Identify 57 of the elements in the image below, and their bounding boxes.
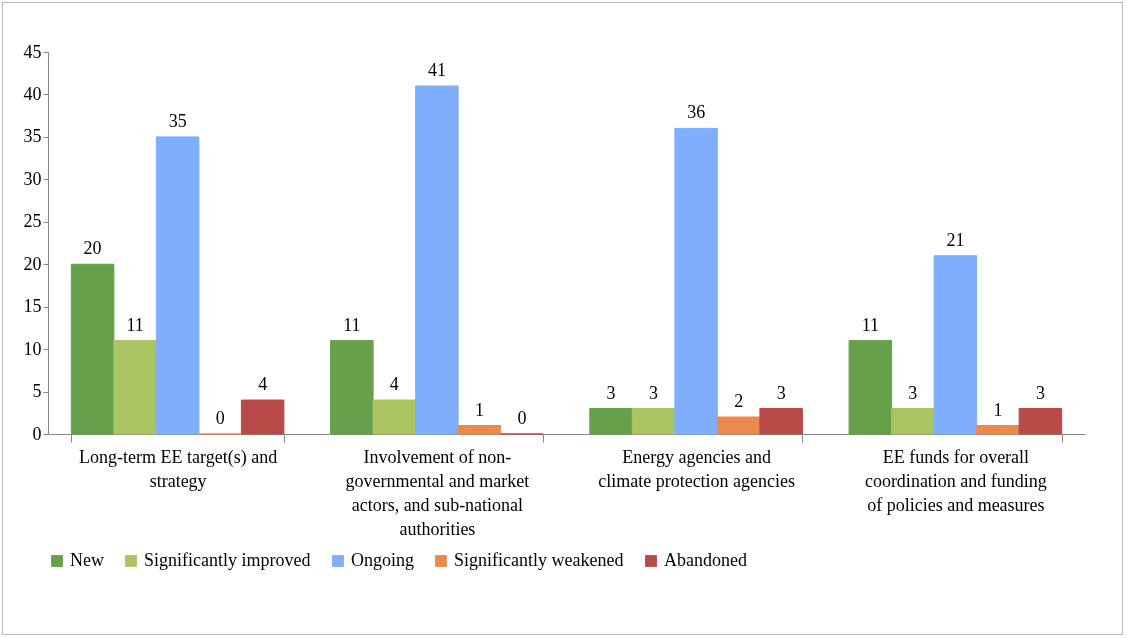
x-tick-label: Involvement of non-governmental and market actors, and sub-national authorities: [345, 446, 530, 539]
y-tick-label: 35: [23, 126, 42, 147]
legend-label: Significantly improved: [144, 550, 311, 570]
data-label: 3: [776, 382, 786, 403]
data-label: 3: [606, 382, 616, 403]
data-label: 3: [1035, 382, 1045, 403]
data-label: 11: [126, 314, 144, 335]
y-tick-label: 15: [23, 296, 42, 317]
data-label: 1: [993, 399, 1003, 420]
data-label: 0: [517, 408, 527, 428]
y-tick-label: 45: [23, 41, 42, 62]
bar: [113, 340, 157, 435]
bar: [1018, 408, 1063, 435]
data-label: 41: [427, 59, 446, 80]
data-label: 0: [215, 408, 225, 428]
legend-label: Abandoned: [664, 550, 747, 570]
y-tick-label: 10: [23, 338, 42, 359]
y-tick-label: 0: [32, 423, 42, 444]
data-label: 35: [168, 110, 187, 131]
bar: [372, 399, 417, 435]
legend-label: Ongoing: [351, 550, 414, 570]
bar: [589, 408, 633, 435]
data-label: 3: [649, 382, 659, 403]
bar: [674, 127, 718, 435]
bar: [716, 416, 761, 435]
bar: [848, 340, 893, 435]
y-tick-label: 20: [23, 253, 42, 274]
x-tick-label: Long-term EE target(s) and strategy: [79, 446, 278, 491]
data-label: 21: [946, 229, 965, 250]
data-label: 36: [687, 102, 706, 123]
y-tick-label: 30: [23, 168, 42, 189]
bar: [330, 340, 374, 435]
x-tick-label: Energy agencies and climate protection agencies: [598, 446, 796, 491]
data-label: 2: [734, 391, 744, 412]
x-tick-label: EE funds for overall coordination and funding of policies and measures: [864, 446, 1047, 515]
bar: [759, 408, 803, 435]
bar: [891, 408, 935, 435]
y-tick-label: 25: [23, 211, 42, 232]
bar: [415, 85, 459, 435]
legend-label: Significantly weakened: [454, 550, 624, 570]
data-label: 4: [389, 374, 399, 395]
legend-label: New: [70, 550, 104, 570]
bar: [457, 425, 502, 435]
data-label: 3: [908, 382, 918, 403]
data-label: 11: [861, 314, 880, 335]
y-tick-label: 40: [23, 83, 42, 104]
data-label: 20: [83, 238, 102, 259]
bar: [631, 408, 676, 435]
bar: [933, 255, 978, 435]
data-label: 4: [258, 374, 268, 395]
bar: [976, 425, 1020, 435]
bar: [240, 399, 285, 435]
y-tick-label: 5: [32, 381, 42, 402]
data-label: 11: [343, 314, 361, 335]
bar: [70, 263, 115, 435]
data-label: 1: [474, 399, 484, 420]
bar: [155, 136, 200, 435]
